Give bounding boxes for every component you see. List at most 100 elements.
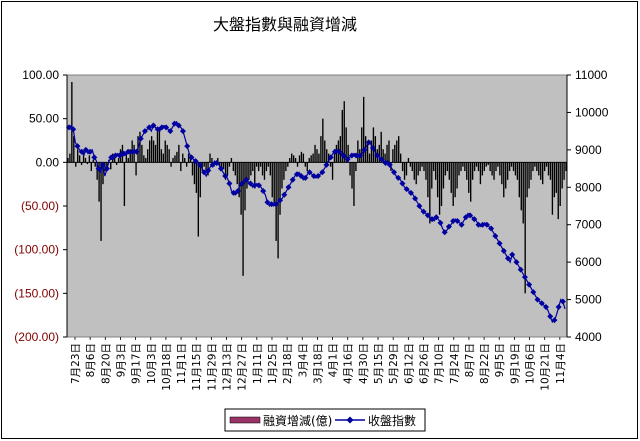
index-point bbox=[403, 186, 410, 193]
index-point bbox=[327, 154, 334, 161]
bar bbox=[545, 162, 548, 167]
bar bbox=[343, 101, 345, 163]
bar bbox=[283, 162, 285, 180]
x-tick-label: 12月27日 bbox=[237, 343, 249, 391]
bar bbox=[222, 162, 225, 170]
bar bbox=[203, 162, 205, 167]
x-tick-label: 1月11日 bbox=[252, 343, 264, 384]
index-point bbox=[462, 214, 469, 221]
index-point bbox=[260, 188, 267, 195]
bar bbox=[411, 162, 414, 172]
bar bbox=[339, 136, 342, 163]
bar bbox=[355, 162, 357, 172]
legend-box bbox=[224, 408, 426, 432]
index-point bbox=[137, 135, 144, 142]
index-point bbox=[530, 289, 537, 296]
bar bbox=[211, 157, 213, 163]
bar bbox=[149, 140, 151, 163]
bar bbox=[256, 162, 258, 167]
bar bbox=[279, 162, 281, 215]
bar bbox=[69, 153, 71, 163]
index-point bbox=[526, 281, 533, 288]
bar bbox=[543, 162, 546, 172]
bar bbox=[442, 162, 445, 189]
x-axis: 7月23日 8月6日 8月20日 9月3日 9月17日 10月3日 10月18日 11月1日 1… bbox=[70, 337, 567, 391]
index-point bbox=[340, 152, 347, 159]
bar bbox=[164, 140, 166, 163]
bar bbox=[219, 162, 221, 167]
left-tick-label: 100.00 bbox=[22, 68, 59, 82]
bar bbox=[522, 162, 524, 224]
right-tick-label: 9000 bbox=[575, 143, 602, 157]
bar bbox=[257, 162, 260, 172]
index-point bbox=[150, 122, 157, 129]
x-tick-label: 5月29日 bbox=[388, 343, 400, 384]
bar bbox=[271, 162, 273, 198]
index-point bbox=[255, 182, 262, 189]
index-point bbox=[391, 169, 398, 176]
bar bbox=[152, 140, 155, 163]
bar bbox=[510, 162, 513, 167]
bar bbox=[524, 162, 526, 294]
bar bbox=[287, 162, 289, 167]
index-point bbox=[534, 296, 541, 303]
x-tick-label: 7月23日 bbox=[70, 343, 82, 384]
bar bbox=[415, 162, 417, 185]
right-tick-label: 6000 bbox=[575, 255, 602, 269]
bar bbox=[563, 162, 565, 180]
index-point bbox=[205, 167, 212, 174]
right-tick-label: 5000 bbox=[575, 293, 602, 307]
bar bbox=[104, 162, 106, 172]
x-tick-label: 11月29日 bbox=[206, 343, 218, 391]
bar bbox=[267, 162, 270, 167]
bar bbox=[473, 162, 476, 172]
x-tick-label: 11月1日 bbox=[176, 343, 188, 384]
bar bbox=[440, 162, 443, 206]
index-point bbox=[196, 161, 203, 168]
index-point bbox=[492, 232, 499, 239]
bar bbox=[158, 127, 161, 163]
bar bbox=[117, 157, 120, 163]
index-point bbox=[386, 161, 393, 168]
right-tick-label: 8000 bbox=[575, 180, 602, 194]
index-point bbox=[87, 148, 94, 155]
bar bbox=[530, 162, 532, 180]
bar bbox=[248, 162, 250, 180]
right-tick-label: 10000 bbox=[575, 105, 609, 119]
index-point bbox=[239, 180, 246, 187]
bar bbox=[314, 144, 316, 163]
index-point bbox=[116, 152, 123, 159]
bar bbox=[236, 162, 238, 185]
bar bbox=[460, 162, 462, 172]
bar bbox=[372, 127, 375, 163]
bar bbox=[147, 149, 149, 163]
bar bbox=[324, 140, 326, 163]
bar bbox=[150, 136, 153, 163]
legend-bar-label: 融資增減(億) bbox=[263, 413, 332, 428]
bar bbox=[234, 162, 236, 176]
index-point bbox=[230, 189, 237, 196]
bar bbox=[431, 162, 433, 189]
index-point bbox=[272, 201, 279, 208]
index-point bbox=[167, 128, 174, 135]
index-point bbox=[95, 165, 102, 172]
bar bbox=[341, 109, 343, 163]
left-tick-label: 50.00 bbox=[29, 112, 59, 126]
x-tick-label: 12月13日 bbox=[222, 343, 234, 391]
x-tick-label: 4月30日 bbox=[358, 343, 370, 384]
index-point bbox=[310, 173, 317, 180]
index-point bbox=[365, 139, 372, 146]
index-point bbox=[331, 148, 338, 155]
index-point bbox=[234, 188, 241, 195]
index-point bbox=[163, 124, 170, 131]
index-point bbox=[450, 217, 457, 224]
bar bbox=[534, 162, 536, 167]
bar bbox=[123, 162, 126, 206]
bar bbox=[269, 162, 271, 176]
bar bbox=[361, 127, 363, 163]
bar bbox=[462, 162, 464, 167]
index-point bbox=[348, 152, 355, 159]
index-point bbox=[319, 169, 326, 176]
bar bbox=[425, 162, 427, 180]
bar bbox=[557, 162, 559, 220]
